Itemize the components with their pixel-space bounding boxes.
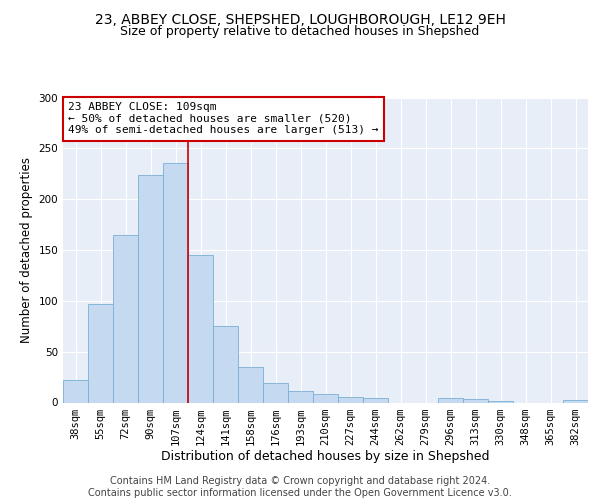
Text: 23 ABBEY CLOSE: 109sqm
← 50% of detached houses are smaller (520)
49% of semi-de: 23 ABBEY CLOSE: 109sqm ← 50% of detached… bbox=[68, 102, 379, 136]
Y-axis label: Number of detached properties: Number of detached properties bbox=[20, 157, 33, 343]
Bar bbox=[88, 304, 113, 402]
Text: 23, ABBEY CLOSE, SHEPSHED, LOUGHBOROUGH, LE12 9EH: 23, ABBEY CLOSE, SHEPSHED, LOUGHBOROUGH,… bbox=[95, 12, 505, 26]
Bar bbox=[163, 162, 188, 402]
Bar bbox=[563, 400, 588, 402]
Bar bbox=[438, 398, 463, 402]
Bar bbox=[463, 400, 488, 402]
Bar bbox=[213, 326, 238, 402]
X-axis label: Distribution of detached houses by size in Shepshed: Distribution of detached houses by size … bbox=[161, 450, 490, 464]
Bar bbox=[338, 398, 363, 402]
Bar bbox=[63, 380, 88, 402]
Bar bbox=[263, 383, 288, 402]
Bar bbox=[363, 398, 388, 402]
Bar bbox=[138, 175, 163, 402]
Bar bbox=[113, 235, 138, 402]
Bar bbox=[288, 392, 313, 402]
Bar bbox=[188, 255, 213, 402]
Bar bbox=[313, 394, 338, 402]
Bar bbox=[238, 367, 263, 402]
Text: Size of property relative to detached houses in Shepshed: Size of property relative to detached ho… bbox=[121, 25, 479, 38]
Text: Contains HM Land Registry data © Crown copyright and database right 2024.
Contai: Contains HM Land Registry data © Crown c… bbox=[88, 476, 512, 498]
